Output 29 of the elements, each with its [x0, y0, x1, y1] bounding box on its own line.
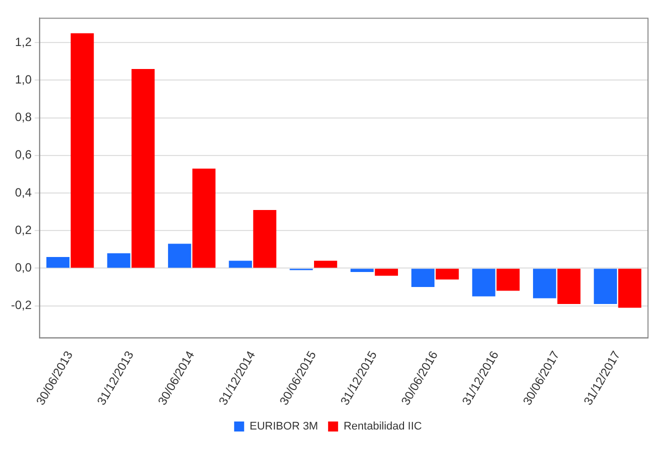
bar	[46, 256, 70, 268]
y-tick-label: 0,0	[14, 260, 32, 275]
y-tick-label: -0,2	[10, 298, 32, 312]
bar	[557, 268, 580, 304]
bar	[411, 268, 434, 288]
y-tick-label: 0,8	[14, 110, 32, 124]
bar	[472, 268, 496, 296]
bar	[314, 260, 338, 268]
y-tick-label: 0,4	[14, 185, 32, 200]
legend-label: EURIBOR 3M	[250, 420, 318, 433]
bar	[192, 168, 216, 268]
bar	[132, 68, 155, 268]
y-tick-label: 0,2	[14, 222, 32, 237]
bar	[168, 244, 192, 268]
bar	[253, 210, 276, 268]
bar	[594, 268, 617, 304]
bar	[70, 33, 94, 268]
bar	[228, 260, 252, 268]
bar	[618, 268, 642, 308]
y-tick-label: 1,0	[14, 72, 32, 87]
bar	[496, 268, 520, 291]
bar	[350, 268, 374, 272]
bar	[107, 253, 130, 268]
y-tick-label: 1,2	[14, 34, 32, 49]
bar	[374, 268, 398, 276]
legend-label: Rentabilidad IIC	[344, 420, 422, 433]
bar	[436, 268, 459, 280]
bar	[533, 268, 556, 298]
y-tick-label: 0,6	[14, 148, 32, 162]
